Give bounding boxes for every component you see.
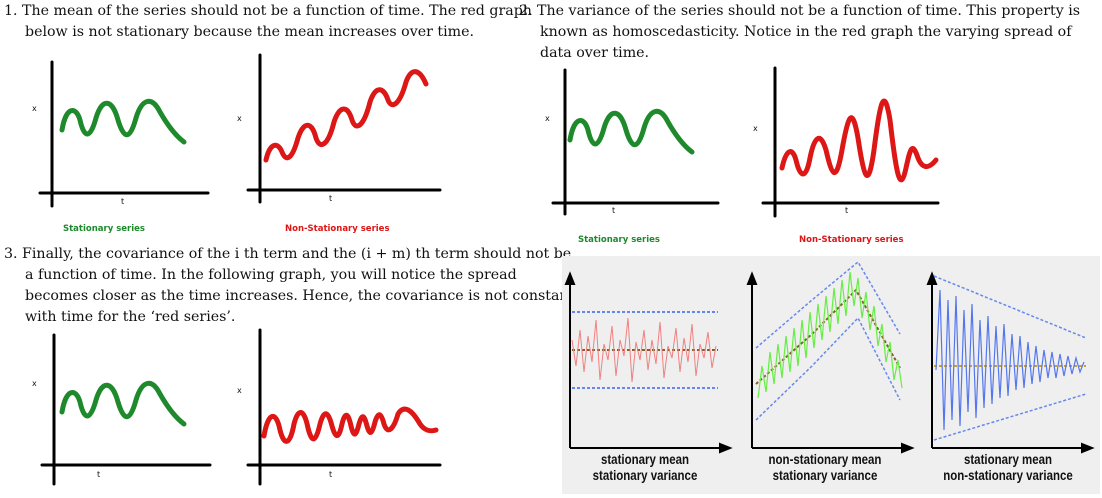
c2-caption: non-stationary mean stationary variance: [764, 451, 887, 483]
c3-caption-line-2: non-stationary variance: [943, 467, 1073, 483]
c1-caption: stationary mean stationary variance: [584, 451, 707, 483]
c3-caption: stationary mean non-stationary variance: [943, 451, 1073, 483]
c2-caption-line-1: non-stationary mean: [764, 451, 887, 467]
c1-caption-line-1: stationary mean: [584, 451, 707, 467]
c2-caption-line-2: stationary variance: [764, 467, 887, 483]
c1-caption-line-2: stationary variance: [584, 467, 707, 483]
c3-caption-line-1: stationary mean: [943, 451, 1073, 467]
